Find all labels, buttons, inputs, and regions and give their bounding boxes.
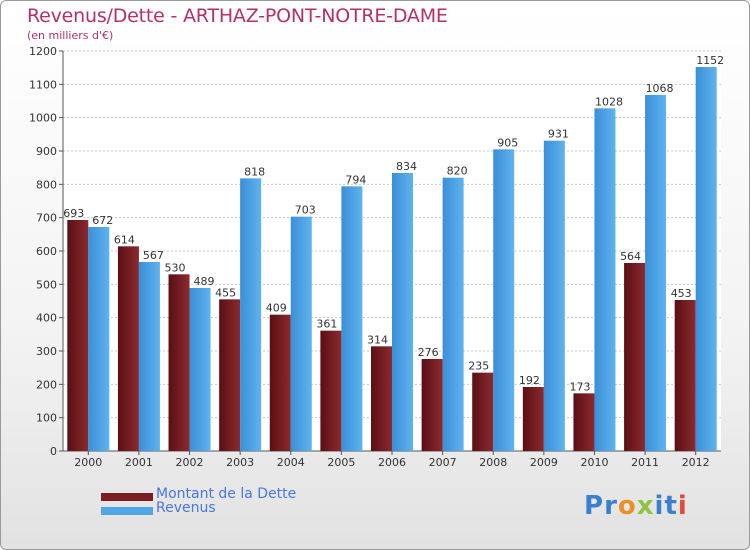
bar-revenus <box>189 288 211 451</box>
bar-dette <box>674 300 696 451</box>
data-label-dette: 173 <box>569 380 590 393</box>
y-tick-label: 1200 <box>29 45 57 58</box>
x-tick-label: 2006 <box>378 456 406 469</box>
x-tick-label: 2010 <box>580 456 608 469</box>
bar-revenus <box>493 149 515 452</box>
data-label-revenus: 818 <box>244 165 265 178</box>
x-tick-label: 2009 <box>530 456 558 469</box>
data-label-revenus: 905 <box>497 136 518 149</box>
bar-revenus <box>290 216 312 451</box>
y-tick-label: 700 <box>36 212 57 225</box>
logo-letter: P <box>584 491 605 521</box>
bar-revenus <box>645 95 667 451</box>
bar-revenus <box>240 178 262 452</box>
legend-label-dette: Montant de la Dette <box>156 486 297 502</box>
x-tick-label: 2000 <box>74 456 102 469</box>
x-tick-label: 2002 <box>176 456 204 469</box>
data-label-revenus: 567 <box>143 249 164 262</box>
data-label-revenus: 834 <box>396 160 417 173</box>
bar-revenus <box>695 67 717 451</box>
bar-dette <box>168 274 190 451</box>
data-label-revenus: 820 <box>447 165 468 178</box>
data-label-dette: 693 <box>63 207 84 220</box>
logo-letter: t <box>664 491 678 521</box>
bar-dette <box>472 372 494 451</box>
bar-dette <box>522 387 544 451</box>
data-label-revenus: 672 <box>92 214 113 227</box>
bar-revenus <box>138 262 160 451</box>
legend-swatch-revenus <box>101 507 153 515</box>
y-tick-label: 1100 <box>29 78 57 91</box>
legend-label-revenus: Revenus <box>156 500 216 516</box>
y-tick-label: 500 <box>36 278 57 291</box>
data-label-dette: 235 <box>468 360 489 373</box>
y-tick-label: 0 <box>50 445 57 458</box>
data-label-dette: 453 <box>671 287 692 300</box>
bar-revenus <box>88 227 110 451</box>
data-label-dette: 614 <box>114 233 135 246</box>
y-tick-label: 600 <box>36 245 57 258</box>
y-tick-label: 400 <box>36 312 57 325</box>
data-label-revenus: 1068 <box>646 82 674 95</box>
y-tick-label: 300 <box>36 345 57 358</box>
data-label-dette: 455 <box>215 286 236 299</box>
bar-revenus <box>442 177 464 451</box>
data-label-dette: 530 <box>165 261 186 274</box>
data-label-dette: 361 <box>316 318 337 331</box>
bar-dette <box>269 314 291 451</box>
y-tick-label: 900 <box>36 145 57 158</box>
x-tick-label: 2007 <box>429 456 457 469</box>
data-label-revenus: 931 <box>548 128 569 141</box>
y-tick-label: 100 <box>36 412 57 425</box>
data-label-revenus: 794 <box>345 173 366 186</box>
data-label-dette: 192 <box>519 374 540 387</box>
data-label-dette: 564 <box>620 250 641 263</box>
x-tick-label: 2004 <box>277 456 305 469</box>
bar-revenus <box>594 108 616 451</box>
data-label-revenus: 703 <box>295 204 316 217</box>
x-tick-label: 2001 <box>125 456 153 469</box>
logo-letter: o <box>617 491 637 521</box>
logo-letter: x <box>636 491 655 521</box>
bar-dette <box>117 246 139 451</box>
x-tick-label: 2012 <box>682 456 710 469</box>
data-label-revenus: 1028 <box>595 95 623 108</box>
y-tick-label: 800 <box>36 178 57 191</box>
y-tick-label: 1000 <box>29 112 57 125</box>
bar-dette <box>371 346 392 451</box>
bar-revenus <box>341 186 363 452</box>
data-label-dette: 276 <box>418 346 439 359</box>
chart-title: Revenus/Dette - ARTHAZ-PONT-NOTRE-DAME <box>27 5 448 27</box>
data-label-revenus: 489 <box>194 275 215 288</box>
x-tick-label: 2003 <box>226 456 254 469</box>
x-tick-label: 2011 <box>631 456 659 469</box>
data-label-revenus: 1152 <box>696 54 724 67</box>
bar-dette <box>67 220 89 451</box>
chart-subtitle: (en milliers d'€) <box>27 29 114 42</box>
logo-letter: i <box>677 491 688 521</box>
x-tick-label: 2008 <box>479 456 507 469</box>
bar-dette <box>624 263 646 451</box>
bar-revenus <box>543 140 565 451</box>
data-label-dette: 314 <box>367 333 388 346</box>
bar-dette <box>573 393 595 451</box>
bar-dette <box>421 359 443 451</box>
bar-dette <box>320 330 342 451</box>
bar-revenus <box>392 173 413 451</box>
y-tick-label: 200 <box>36 378 57 391</box>
logo-letter: i <box>654 491 665 521</box>
data-label-dette: 409 <box>266 302 287 315</box>
legend-swatch-dette <box>101 493 153 501</box>
x-tick-label: 2005 <box>327 456 355 469</box>
bar-dette <box>219 299 241 451</box>
proxiti-logo: Proxiti <box>584 491 688 521</box>
logo-letter: r <box>604 491 618 521</box>
